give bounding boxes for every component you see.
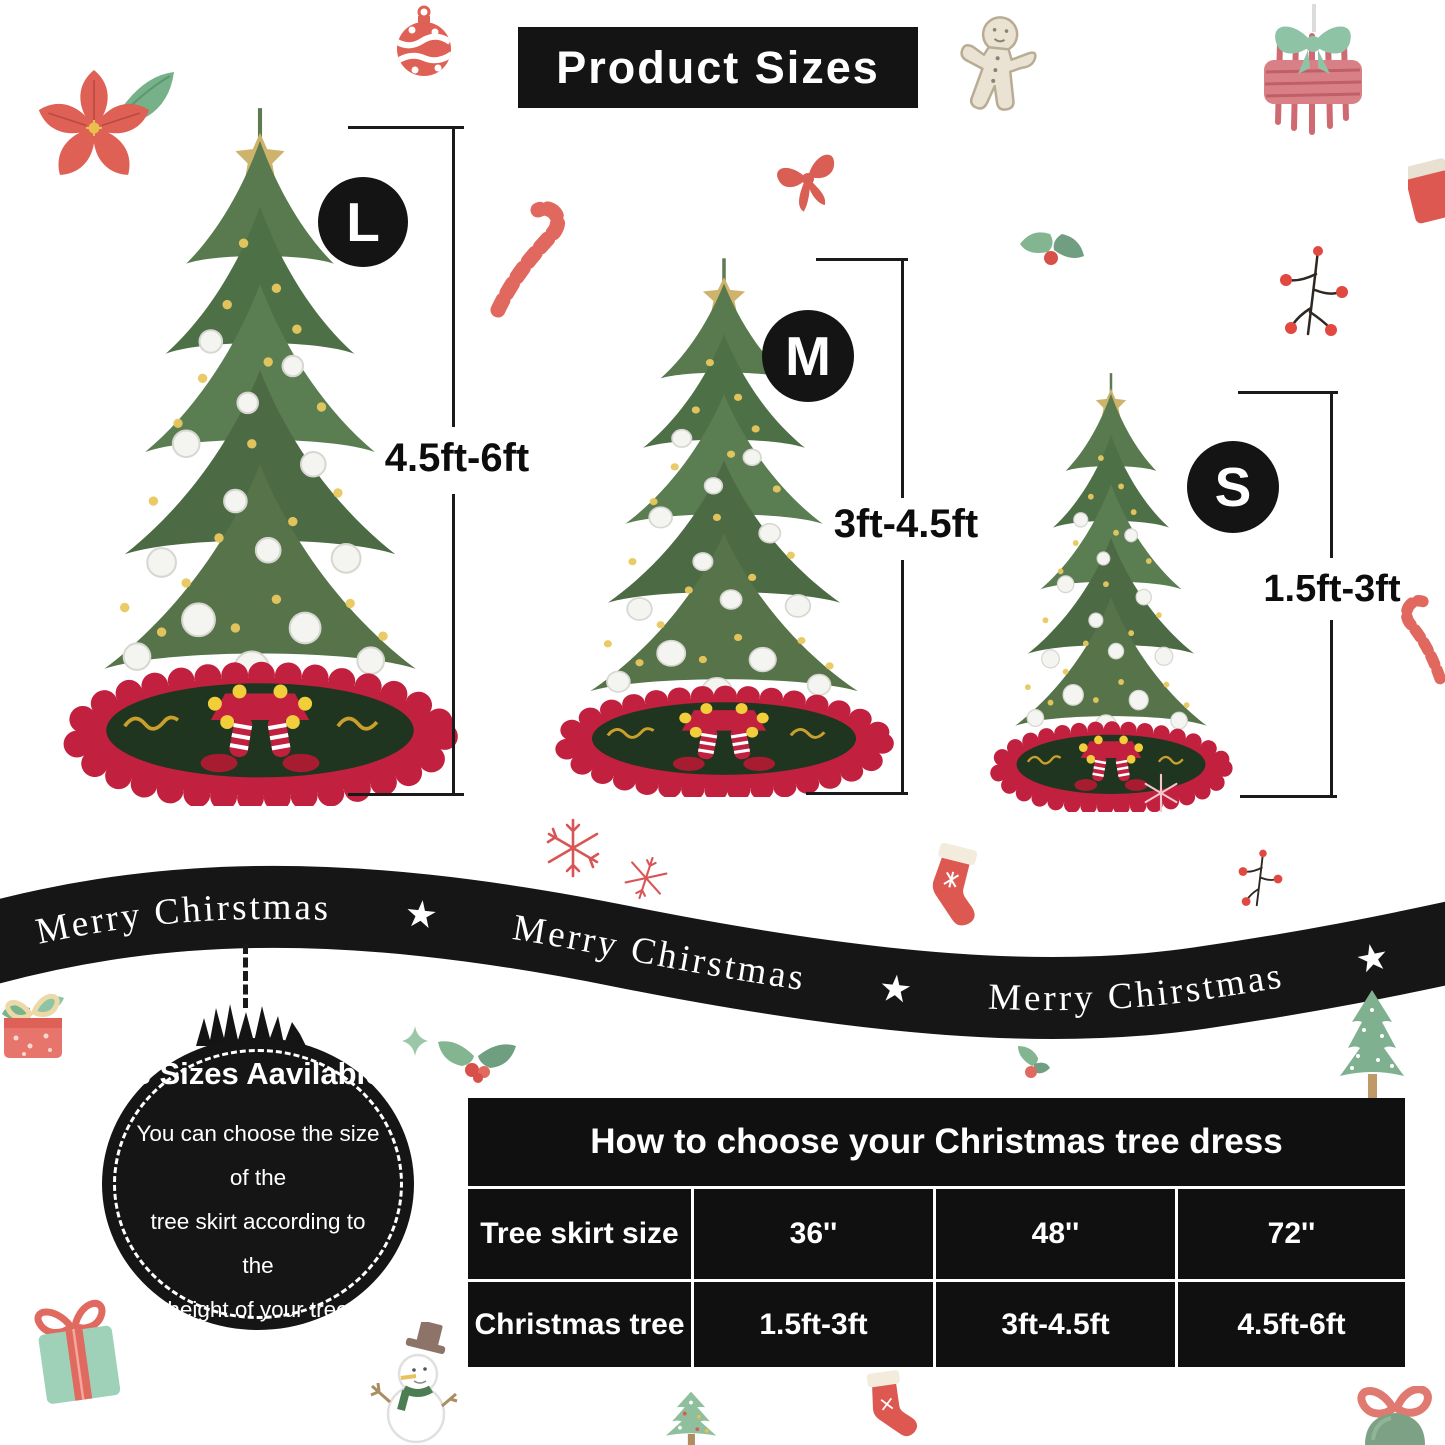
measure-cap-bottom-l [348, 793, 464, 796]
table-row-header: Christmas tree [468, 1282, 691, 1367]
hanging-ornament-bow-icon [1264, 4, 1362, 135]
measure-line-s [1330, 391, 1333, 558]
pale-snowflake-icon [1144, 773, 1178, 813]
table-cell: 72'' [1178, 1189, 1405, 1279]
ornament-string [243, 944, 248, 1008]
stocking-icon [932, 842, 978, 926]
table-cell: 3ft-4.5ft [936, 1282, 1175, 1367]
holly-icon [1020, 232, 1084, 265]
height-range-medium: 3ft-4.5ft [833, 502, 979, 546]
red-cup-icon [1408, 158, 1445, 224]
measure-line-s2 [1330, 620, 1333, 796]
pine-tree-icon [1340, 990, 1404, 1098]
table-cell: 1.5ft-3ft [694, 1282, 933, 1367]
measure-cap-bottom-m [806, 792, 908, 795]
snowflake-icon [546, 818, 600, 878]
red-bow-icon [777, 154, 835, 212]
berry-branch-icon [1280, 246, 1348, 336]
candy-cane-right-icon [1400, 595, 1445, 685]
bell-icon [1357, 1386, 1432, 1445]
badge-line-1: You can choose the size of the [136, 1121, 380, 1191]
table-cell: 48'' [936, 1189, 1175, 1279]
badge-title: 3 Sizes Aavilable [133, 1056, 383, 1092]
christmas-tree-small-image [985, 368, 1237, 812]
table-cell: 4.5ft-6ft [1178, 1282, 1405, 1367]
badge-line-2: tree skirt according to the [150, 1209, 366, 1278]
ball-dashed-border [113, 1049, 403, 1319]
candy-cane-icon [490, 201, 566, 318]
height-range-small: 1.5ft-3ft [1263, 568, 1401, 610]
table-cell: 36'' [694, 1189, 933, 1279]
size-table-title: How to choose your Christmas tree dress [468, 1098, 1405, 1186]
size-badge-small: S [1187, 441, 1279, 533]
size-table: How to choose your Christmas tree dress … [468, 1098, 1405, 1367]
page-title: Product Sizes [518, 27, 918, 108]
measure-cap-top-m [816, 258, 908, 261]
pine-tree-small-icon [665, 1391, 717, 1445]
measure-cap-top-l [348, 126, 464, 129]
striped-bauble-icon [397, 5, 451, 76]
berry-branch-small-icon [1238, 849, 1283, 907]
ornament-ball-badge: 3 Sizes Aavilable You can choose the siz… [102, 1038, 414, 1330]
poinsettia-icon [38, 70, 174, 175]
measure-cap-bottom-s [1240, 795, 1337, 798]
height-range-large: 4.5ft-6ft [384, 436, 530, 480]
size-badge-medium: M [762, 310, 854, 402]
gift-box-icon [2, 993, 64, 1058]
holly-small-icon [1018, 1046, 1050, 1078]
size-badge-large: L [318, 177, 408, 267]
measure-line-m2 [901, 560, 904, 793]
stocking-bottom-icon [866, 1370, 918, 1437]
badge-line-3: height of your tree [167, 1296, 349, 1322]
measure-line-m [901, 258, 904, 498]
snowman-icon [370, 1322, 458, 1444]
table-row-header: Tree skirt size [468, 1189, 691, 1279]
sparkle-icon [402, 1026, 428, 1056]
measure-cap-top-s [1238, 391, 1338, 394]
snowflake-small-icon [624, 856, 668, 900]
gingerbread-man-icon [960, 16, 1037, 111]
measure-line-l [452, 126, 455, 427]
mint-gift-icon [34, 1299, 121, 1404]
measure-line-l2 [452, 494, 455, 794]
holly-large-icon [438, 1041, 516, 1083]
tinsel-tuft-icon [196, 1004, 306, 1046]
